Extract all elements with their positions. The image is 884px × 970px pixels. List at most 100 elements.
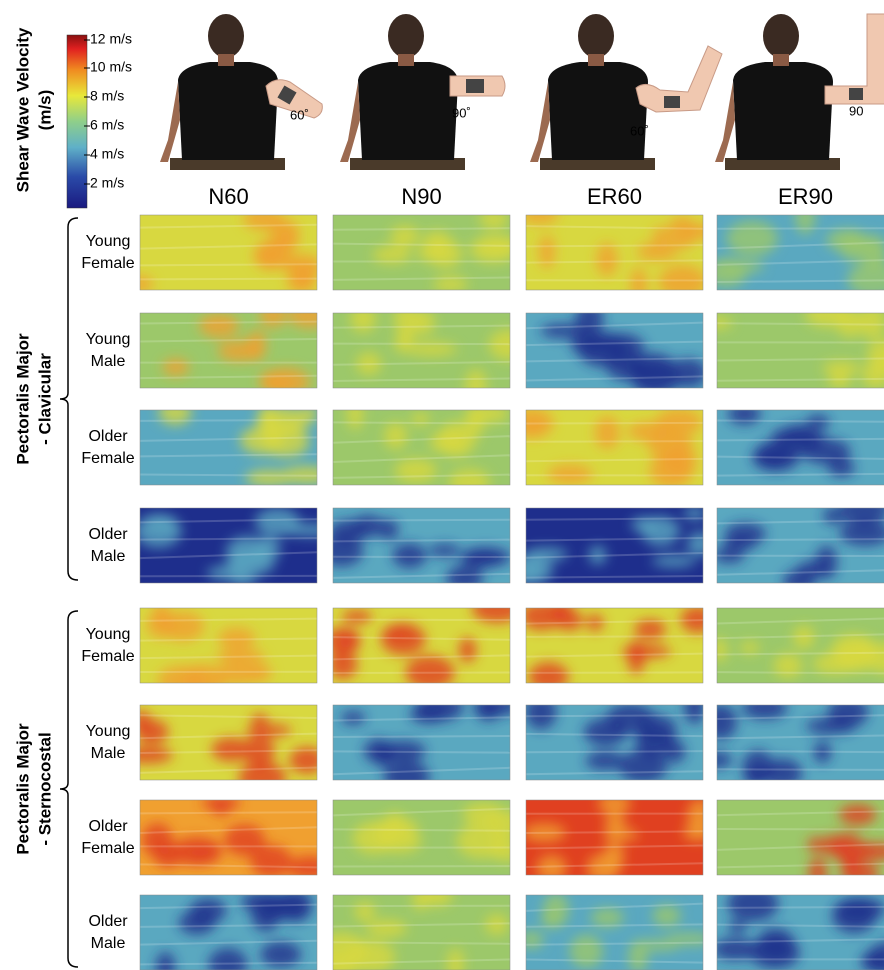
group-bracket (60, 218, 78, 580)
heatmap-fill (519, 892, 714, 970)
torso (733, 62, 833, 160)
row-label: Young (86, 331, 131, 348)
fiber-streak (526, 245, 703, 246)
posture-figure: 90˚N90 (340, 14, 505, 209)
heatmap-fill (333, 398, 510, 496)
colorbar-title-line: (m/s) (35, 90, 54, 131)
heatmap-blob (162, 611, 204, 641)
heatmap-blob (479, 209, 508, 229)
heatmap-fill (333, 800, 532, 875)
heatmap-panel (140, 889, 317, 970)
colorbar (67, 35, 87, 208)
heatmap-blob (260, 302, 287, 327)
colorbar-tick-label: 12 m/s (90, 31, 132, 47)
heatmap-panel (312, 884, 510, 970)
heatmap-blob (243, 207, 284, 230)
heatmap-blob (603, 829, 639, 841)
heatmap-fill (140, 302, 331, 396)
heatmap-blob (659, 265, 707, 299)
torso (548, 62, 648, 160)
head (208, 14, 244, 58)
heatmap-blob (842, 847, 861, 876)
heatmap-panel (702, 301, 884, 389)
heatmap-blob (256, 537, 281, 562)
heatmap-blob (525, 547, 568, 561)
heatmap-blob (485, 811, 532, 827)
heatmap-panel (333, 398, 510, 496)
left-arm (530, 82, 550, 162)
left-arm (160, 82, 180, 162)
heatmap-blob (742, 697, 788, 719)
heatmap-panel (519, 892, 714, 970)
heatmap-blob (653, 227, 669, 245)
heatmap-panel (706, 200, 884, 297)
heatmap-blob (394, 303, 418, 337)
heatmap-panel (713, 495, 884, 595)
heatmap-blob (423, 231, 451, 252)
heatmap-blob (635, 729, 674, 758)
heatmap-blob (595, 416, 620, 449)
colorbar-tick-label: 2 m/s (90, 175, 124, 191)
heatmap-blob (757, 928, 794, 959)
heatmap-fill (140, 889, 317, 970)
heatmap-blob (823, 361, 861, 375)
fiber-streak (526, 636, 703, 637)
row-label: Young (86, 626, 131, 643)
heatmap-panel (520, 598, 715, 691)
heatmap-fill (520, 206, 721, 301)
row-label: Older (88, 428, 128, 445)
heatmap-blob (652, 555, 696, 567)
group-label-line: Pectoralis Major (13, 723, 32, 855)
heatmap-fill (526, 302, 707, 397)
heatmap-blob (596, 242, 617, 276)
fiber-streak (333, 829, 510, 830)
heatmap-blob (808, 837, 824, 852)
heatmap-blob (630, 267, 647, 301)
fiber-streak (717, 907, 884, 908)
row-label: Male (91, 935, 126, 952)
heatmap-blob (465, 404, 509, 424)
heatmap-fill (127, 207, 323, 293)
sensor (849, 88, 863, 100)
heatmap-fill (333, 694, 521, 795)
heatmap-blob (641, 516, 679, 546)
group-label: Pectoralis Major- Sternocostal (13, 723, 54, 855)
row-label: Female (81, 450, 134, 467)
heatmap-panel (140, 302, 331, 396)
heatmap-blob (190, 898, 227, 923)
colorbar-tick-label: 10 m/s (90, 59, 132, 75)
heatmap-blob (163, 358, 189, 376)
heatmap-blob (771, 429, 801, 444)
heatmap-panel (140, 602, 317, 698)
heatmap-blob (277, 230, 298, 249)
fiber-streak (333, 736, 510, 737)
fiber-streak (717, 829, 884, 830)
heatmap-fill (702, 301, 884, 389)
heatmap-blob (835, 898, 884, 921)
fiber-streak (717, 672, 884, 673)
heatmap-blob (341, 711, 366, 724)
heatmap-blob (687, 799, 712, 832)
group-label-line: - Clavicular (35, 353, 54, 445)
neck (398, 54, 414, 66)
heatmap-blob (380, 519, 399, 540)
heatmap-blob (229, 573, 256, 586)
heatmap-fill (140, 400, 332, 487)
heatmap-blob (801, 439, 851, 465)
heatmap-blob (490, 838, 522, 862)
heatmap-blob (626, 353, 676, 384)
heatmap-blob (472, 595, 522, 623)
head (763, 14, 799, 58)
position-label: N90 (401, 184, 441, 209)
heatmap-blob (726, 220, 777, 256)
heatmap-fill (333, 209, 520, 292)
fiber-streak (140, 475, 317, 476)
heatmap-blob (836, 308, 864, 337)
colorbar-tick-label: 4 m/s (90, 146, 124, 162)
heatmap-blob (135, 514, 182, 548)
heatmap-blob (764, 759, 803, 788)
heatmap-blob (528, 662, 568, 691)
heatmap-panel (526, 302, 707, 397)
fiber-streak (526, 518, 703, 519)
heatmap-blob (740, 641, 760, 654)
